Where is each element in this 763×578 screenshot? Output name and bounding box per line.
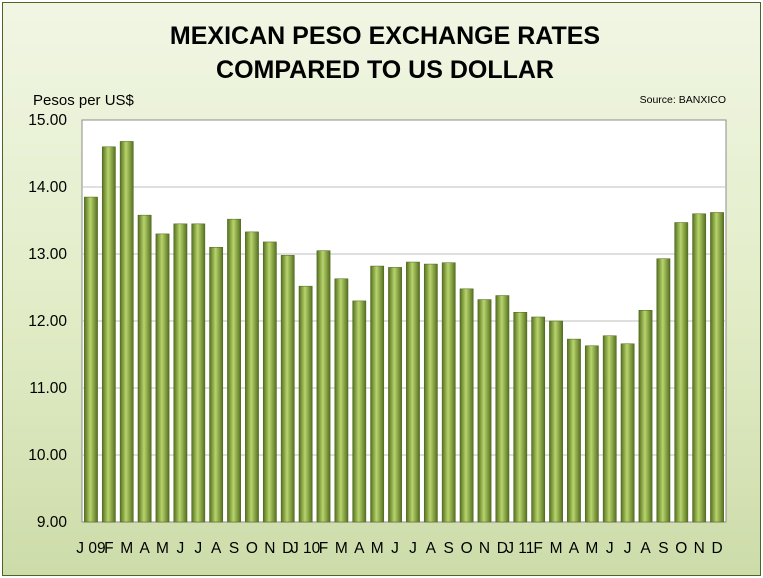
bar — [101, 146, 116, 523]
x-tick-label: A — [211, 540, 222, 557]
y-tick-label: 11.00 — [29, 380, 67, 397]
bar — [155, 233, 170, 523]
bar — [137, 214, 152, 523]
bar — [173, 223, 188, 523]
bar — [495, 295, 510, 523]
x-tick-label: N — [479, 540, 490, 557]
bar — [459, 288, 474, 523]
bar — [316, 250, 331, 523]
x-tick-label: J — [624, 540, 632, 557]
x-tick-label: M — [371, 540, 384, 557]
bar — [191, 223, 206, 523]
bar — [406, 261, 420, 523]
bar — [656, 258, 671, 523]
y-tick-label: 14.00 — [28, 179, 67, 196]
x-tick-label: S — [444, 540, 454, 557]
bar — [209, 247, 224, 523]
x-tick-label: M — [585, 540, 598, 557]
y-tick-label: 10.00 — [28, 447, 67, 464]
x-tick-label: O — [461, 540, 473, 557]
x-tick-label: J — [606, 540, 614, 557]
x-tick-label: A — [569, 540, 580, 557]
x-tick-label: M — [120, 540, 133, 557]
x-tick-label: F — [319, 540, 328, 557]
bar — [602, 335, 617, 523]
x-tick-label: O — [675, 540, 687, 557]
bar — [567, 338, 581, 523]
gridlines — [82, 186, 726, 456]
bar-chart: MEXICAN PESO EXCHANGE RATES COMPARED TO … — [28, 22, 727, 557]
bar — [549, 320, 563, 523]
x-tick-label: S — [229, 540, 239, 557]
x-tick-label: A — [139, 540, 150, 557]
x-tick-label: D — [711, 540, 722, 557]
bar — [441, 262, 456, 523]
bar — [262, 241, 277, 523]
bar — [334, 278, 349, 523]
bar — [280, 255, 295, 523]
bar — [423, 263, 438, 523]
y-tick-labels: 9.00 10.00 11.00 12.00 13.00 14.00 15.00 — [28, 112, 67, 531]
x-tick-label: M — [156, 540, 169, 557]
x-tick-label: M — [335, 540, 348, 557]
x-tick-label: O — [246, 540, 258, 557]
x-tick-label: A — [426, 540, 437, 557]
bar — [477, 299, 492, 523]
x-tick-label: F — [533, 540, 542, 557]
x-tick-label: D — [497, 540, 508, 557]
x-tick-label: N — [264, 540, 275, 557]
x-tick-label: J 11 — [506, 540, 534, 557]
x-tick-label: A — [354, 540, 365, 557]
bar — [119, 141, 134, 523]
bar — [584, 345, 599, 523]
x-tick-label: N — [694, 540, 705, 557]
chart-title-line-2: COMPARED TO US DOLLAR — [216, 56, 554, 84]
y-tick-label: 9.00 — [37, 514, 68, 531]
bar — [692, 213, 707, 523]
bar — [620, 343, 635, 523]
x-tick-label: J — [409, 540, 417, 557]
y-tick-label: 12.00 — [28, 313, 67, 330]
bar — [638, 310, 653, 523]
x-tick-label: J — [194, 540, 202, 557]
chart-title-line-1: MEXICAN PESO EXCHANGE RATES — [170, 22, 600, 50]
bar — [84, 196, 98, 523]
x-tick-label: S — [658, 540, 668, 557]
y-tick-label: 13.00 — [28, 246, 67, 263]
bar — [674, 222, 689, 523]
bar — [370, 265, 385, 523]
x-tick-label: J 10 — [291, 540, 321, 557]
y-axis-label: Pesos per US$ — [33, 92, 135, 109]
bar — [710, 212, 724, 523]
x-tick-label: J 09 — [76, 540, 105, 557]
bar — [388, 267, 402, 523]
x-tick-label: M — [550, 540, 563, 557]
x-tick-label: F — [104, 540, 113, 557]
x-tick-label: A — [640, 540, 651, 557]
bar — [245, 231, 259, 523]
x-tick-labels: J 09F M A M J J A S O N DJ 10F M A M J J A S O N DJ 11 F M A M J J… — [76, 540, 722, 557]
x-tick-label: J — [391, 540, 399, 557]
source-note: Source: BANXICO — [640, 94, 726, 106]
bar — [227, 218, 241, 523]
x-tick-label: D — [282, 540, 293, 557]
bar — [298, 285, 313, 523]
x-tick-label: J — [177, 540, 185, 557]
bar — [352, 300, 367, 523]
bar — [531, 316, 546, 523]
y-tick-label: 15.00 — [28, 112, 67, 129]
bar — [513, 312, 528, 523]
bars — [84, 141, 724, 523]
